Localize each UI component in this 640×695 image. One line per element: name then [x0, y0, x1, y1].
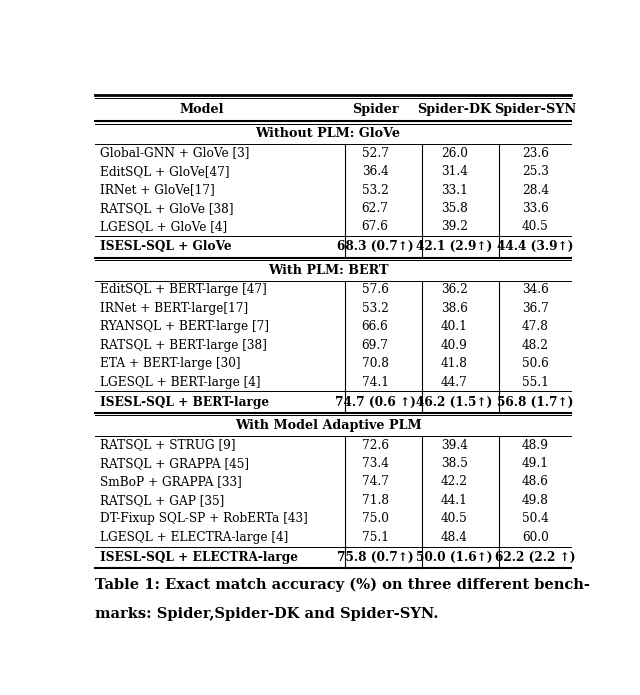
Text: 47.8: 47.8	[522, 320, 549, 334]
Text: 39.4: 39.4	[441, 439, 468, 452]
Text: Without PLM: GloVe: Without PLM: GloVe	[255, 127, 401, 140]
Text: 35.8: 35.8	[441, 202, 468, 215]
Text: ETA + BERT-large [30]: ETA + BERT-large [30]	[100, 357, 241, 370]
Text: RATSQL + GRAPPA [45]: RATSQL + GRAPPA [45]	[100, 457, 249, 470]
Text: LGESQL + GloVe [4]: LGESQL + GloVe [4]	[100, 220, 227, 234]
Text: 36.2: 36.2	[441, 284, 468, 296]
Text: 74.7 (0.6 ↑): 74.7 (0.6 ↑)	[335, 395, 415, 409]
Text: 44.1: 44.1	[441, 494, 468, 507]
Text: 40.9: 40.9	[441, 338, 468, 352]
Text: 42.2: 42.2	[441, 475, 468, 489]
Text: 23.6: 23.6	[522, 147, 548, 160]
Text: 71.8: 71.8	[362, 494, 388, 507]
Text: 57.6: 57.6	[362, 284, 388, 296]
Text: 26.0: 26.0	[441, 147, 468, 160]
Text: RATSQL + STRUG [9]: RATSQL + STRUG [9]	[100, 439, 236, 452]
Text: Model: Model	[179, 103, 224, 116]
Text: Spider: Spider	[352, 103, 399, 116]
Text: With PLM: BERT: With PLM: BERT	[268, 264, 388, 277]
Text: Spider-SYN: Spider-SYN	[494, 103, 577, 116]
Text: 52.7: 52.7	[362, 147, 388, 160]
Text: With Model Adaptive PLM: With Model Adaptive PLM	[235, 419, 421, 432]
Text: 74.1: 74.1	[362, 375, 388, 389]
Text: 73.4: 73.4	[362, 457, 388, 470]
Text: 50.4: 50.4	[522, 512, 548, 525]
Text: marks: Spider,Spider-DK and Spider-SYN.: marks: Spider,Spider-DK and Spider-SYN.	[95, 607, 438, 621]
Text: 36.7: 36.7	[522, 302, 548, 315]
Text: SmBoP + GRAPPA [33]: SmBoP + GRAPPA [33]	[100, 475, 241, 489]
Text: 53.2: 53.2	[362, 302, 388, 315]
Text: 62.2 (2.2 ↑): 62.2 (2.2 ↑)	[495, 550, 575, 564]
Text: LGESQL + BERT-large [4]: LGESQL + BERT-large [4]	[100, 375, 260, 389]
Text: 49.8: 49.8	[522, 494, 549, 507]
Text: 41.8: 41.8	[441, 357, 468, 370]
Text: 46.2 (1.5↑): 46.2 (1.5↑)	[417, 395, 493, 409]
Text: 25.3: 25.3	[522, 165, 548, 178]
Text: 75.0: 75.0	[362, 512, 388, 525]
Text: 75.1: 75.1	[362, 531, 388, 544]
Text: 48.4: 48.4	[441, 531, 468, 544]
Text: RATSQL + GloVe [38]: RATSQL + GloVe [38]	[100, 202, 234, 215]
Text: 69.7: 69.7	[362, 338, 388, 352]
Text: 74.7: 74.7	[362, 475, 388, 489]
Text: 50.6: 50.6	[522, 357, 548, 370]
Text: IRNet + BERT-large[17]: IRNet + BERT-large[17]	[100, 302, 248, 315]
Text: 38.6: 38.6	[441, 302, 468, 315]
Text: 38.5: 38.5	[441, 457, 468, 470]
Text: 62.7: 62.7	[362, 202, 388, 215]
Text: ISESL-SQL + BERT-large: ISESL-SQL + BERT-large	[100, 395, 269, 409]
Text: 44.4 (3.9↑): 44.4 (3.9↑)	[497, 240, 573, 254]
Text: 40.5: 40.5	[522, 220, 548, 234]
Text: 66.6: 66.6	[362, 320, 388, 334]
Text: 67.6: 67.6	[362, 220, 388, 234]
Text: 72.6: 72.6	[362, 439, 388, 452]
Text: 36.4: 36.4	[362, 165, 388, 178]
Text: RYANSQL + BERT-large [7]: RYANSQL + BERT-large [7]	[100, 320, 269, 334]
Text: 53.2: 53.2	[362, 183, 388, 197]
Text: Global-GNN + GloVe [3]: Global-GNN + GloVe [3]	[100, 147, 249, 160]
Text: 56.8 (1.7↑): 56.8 (1.7↑)	[497, 395, 573, 409]
Text: 34.6: 34.6	[522, 284, 548, 296]
Text: 68.3 (0.7↑): 68.3 (0.7↑)	[337, 240, 413, 254]
Text: 40.1: 40.1	[441, 320, 468, 334]
Text: 33.6: 33.6	[522, 202, 548, 215]
Text: 39.2: 39.2	[441, 220, 468, 234]
Text: DT-Fixup SQL-SP + RobERTa [43]: DT-Fixup SQL-SP + RobERTa [43]	[100, 512, 308, 525]
Text: 33.1: 33.1	[441, 183, 468, 197]
Text: 48.2: 48.2	[522, 338, 549, 352]
Text: 31.4: 31.4	[441, 165, 468, 178]
Text: ISESL-SQL + ELECTRA-large: ISESL-SQL + ELECTRA-large	[100, 550, 298, 564]
Text: Spider-DK: Spider-DK	[417, 103, 492, 116]
Text: 48.9: 48.9	[522, 439, 549, 452]
Text: 60.0: 60.0	[522, 531, 548, 544]
Text: 49.1: 49.1	[522, 457, 549, 470]
Text: 70.8: 70.8	[362, 357, 388, 370]
Text: RATSQL + BERT-large [38]: RATSQL + BERT-large [38]	[100, 338, 267, 352]
Text: 44.7: 44.7	[441, 375, 468, 389]
Text: 50.0 (1.6↑): 50.0 (1.6↑)	[416, 550, 493, 564]
Text: 48.6: 48.6	[522, 475, 548, 489]
Text: 28.4: 28.4	[522, 183, 549, 197]
Text: EditSQL + BERT-large [47]: EditSQL + BERT-large [47]	[100, 284, 267, 296]
Text: 42.1 (2.9↑): 42.1 (2.9↑)	[417, 240, 493, 254]
Text: LGESQL + ELECTRA-large [4]: LGESQL + ELECTRA-large [4]	[100, 531, 288, 544]
Text: RATSQL + GAP [35]: RATSQL + GAP [35]	[100, 494, 224, 507]
Text: EditSQL + GloVe[47]: EditSQL + GloVe[47]	[100, 165, 229, 178]
Text: Table 1: Exact match accuracy (%) on three different bench-: Table 1: Exact match accuracy (%) on thr…	[95, 578, 589, 592]
Text: IRNet + GloVe[17]: IRNet + GloVe[17]	[100, 183, 214, 197]
Text: 40.5: 40.5	[441, 512, 468, 525]
Text: 55.1: 55.1	[522, 375, 548, 389]
Text: 75.8 (0.7↑): 75.8 (0.7↑)	[337, 550, 413, 564]
Text: ISESL-SQL + GloVe: ISESL-SQL + GloVe	[100, 240, 232, 254]
